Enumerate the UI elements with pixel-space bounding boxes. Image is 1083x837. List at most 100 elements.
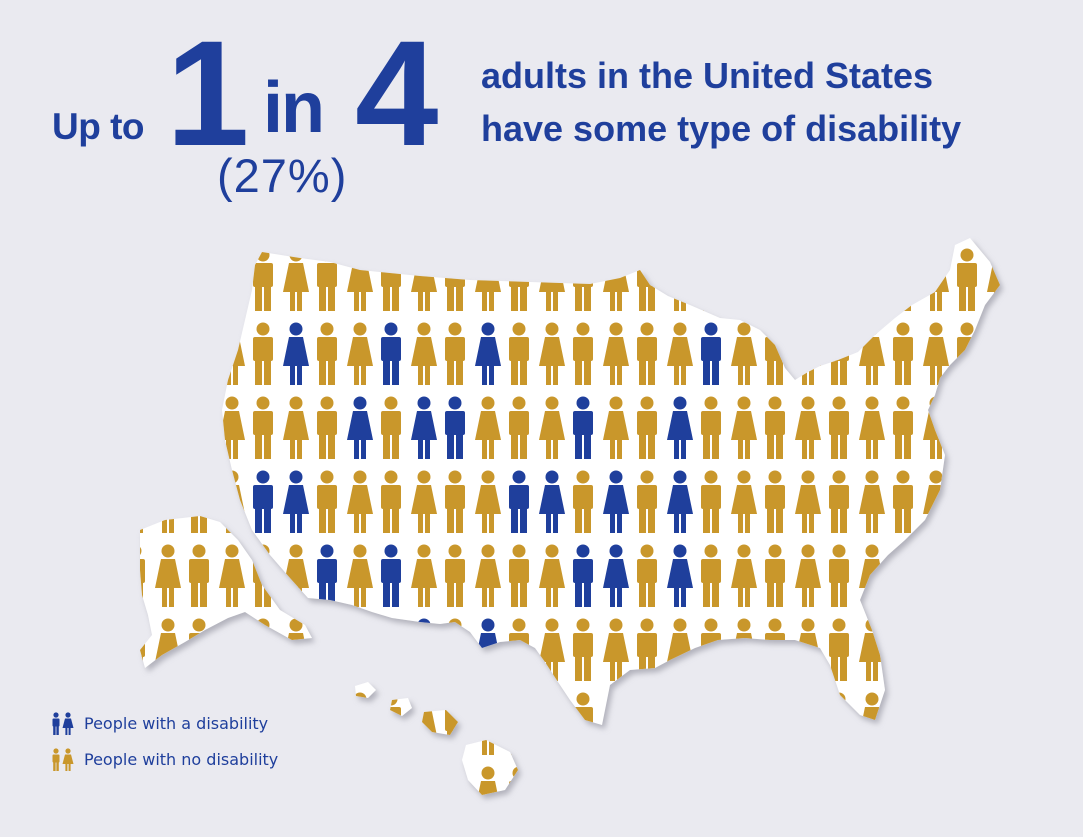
person-figure-female (219, 544, 245, 607)
person-figure-female (155, 322, 181, 385)
person-figure-male (765, 692, 785, 755)
person-figure-male (317, 396, 337, 459)
person-figure-male (381, 322, 401, 385)
person-figure-female (347, 175, 373, 238)
person-figure-male (893, 692, 913, 755)
person-figure-male (573, 766, 593, 795)
person-figure-male (957, 470, 977, 533)
person-figure-male (189, 248, 209, 311)
person-figure-male (893, 766, 913, 795)
person-figure-female (859, 766, 885, 795)
person-figure-female (283, 766, 309, 795)
headline-percent: (27%) (217, 149, 348, 202)
person-figure-female (923, 322, 949, 385)
person-figure-female (539, 470, 565, 533)
person-figure-female (603, 618, 629, 681)
person-figure-female (347, 470, 373, 533)
person-figure-male (957, 766, 977, 795)
person-figure-female (987, 544, 1000, 607)
person-figure-female (795, 396, 821, 459)
headline-in: in (263, 68, 325, 148)
person-figure-male (381, 766, 401, 795)
person-figure-male (829, 175, 849, 238)
person-figure-female (667, 470, 693, 533)
person-figure-male (317, 175, 337, 238)
headline-line-2: have some type of disability (481, 108, 962, 149)
person-figure-male (893, 248, 913, 311)
person-figure-male (509, 396, 529, 459)
person-figure-female (731, 248, 757, 311)
person-figure-female (923, 766, 949, 795)
person-figure-female (411, 175, 437, 238)
person-figure-female (603, 544, 629, 607)
person-figure-female (411, 396, 437, 459)
legend-label-disability: People with a disability (84, 714, 269, 733)
person-figure-male (445, 692, 465, 755)
person-figure-male (140, 248, 145, 311)
person-figure-male (573, 618, 593, 681)
person-figure-male (829, 766, 849, 795)
person-figure-male (637, 175, 657, 238)
person-figure-male (381, 544, 401, 607)
person-figure-male (701, 692, 721, 755)
person-figure-female (987, 396, 1000, 459)
person-figure-female (603, 692, 629, 755)
person-figure-female (923, 692, 949, 755)
person-figure-male (637, 470, 657, 533)
person-figure-male (381, 396, 401, 459)
person-figure-male (140, 396, 145, 459)
person-figure-male (573, 544, 593, 607)
person-figure-male (893, 470, 913, 533)
person-figure-male (957, 248, 977, 311)
person-figure-male (765, 396, 785, 459)
person-figure-male (637, 766, 657, 795)
person-figure-male (445, 766, 465, 795)
person-figure-female (603, 175, 629, 238)
person-figure-male (957, 544, 977, 607)
person-figure-female (667, 766, 693, 795)
person-figure-male (381, 175, 401, 238)
person-figure-female (731, 692, 757, 755)
people-no-disability-icon (52, 748, 74, 771)
person-figure-female (795, 692, 821, 755)
person-figure-male (573, 322, 593, 385)
person-figure-female (987, 618, 1000, 681)
person-figure-male (189, 175, 209, 238)
person-figure-male (637, 322, 657, 385)
person-figure-female (987, 248, 1000, 311)
person-figure-female (219, 248, 245, 311)
person-figure-male (189, 322, 209, 385)
person-figure-female (539, 766, 565, 795)
person-figure-male (445, 396, 465, 459)
person-figure-female (155, 766, 181, 795)
person-figure-male (701, 470, 721, 533)
person-figure-female (539, 175, 565, 238)
person-figure-female (475, 766, 501, 795)
person-figure-female (731, 175, 757, 238)
person-figure-male (829, 248, 849, 311)
person-figure-male (445, 544, 465, 607)
person-figure-female (603, 766, 629, 795)
person-figure-female (475, 322, 501, 385)
person-figure-female (347, 396, 373, 459)
person-figure-female (987, 175, 1013, 238)
person-figure-male (893, 322, 913, 385)
person-figure-female (795, 175, 821, 238)
person-figure-female (923, 175, 949, 238)
person-figure-male (189, 544, 209, 607)
person-figure-female (859, 248, 885, 311)
person-figure-female (667, 544, 693, 607)
person-figure-female (219, 396, 245, 459)
headline-line-1: adults in the United States (481, 55, 934, 96)
person-figure-male (637, 544, 657, 607)
person-figure-female (795, 248, 821, 311)
person-figure-male (253, 766, 273, 795)
person-figure-female (539, 322, 565, 385)
person-figure-male (509, 470, 529, 533)
person-figure-male (445, 175, 465, 238)
person-figure-female (411, 692, 437, 755)
person-figure-male (509, 322, 529, 385)
person-figure-female (539, 544, 565, 607)
person-figure-female (475, 396, 501, 459)
